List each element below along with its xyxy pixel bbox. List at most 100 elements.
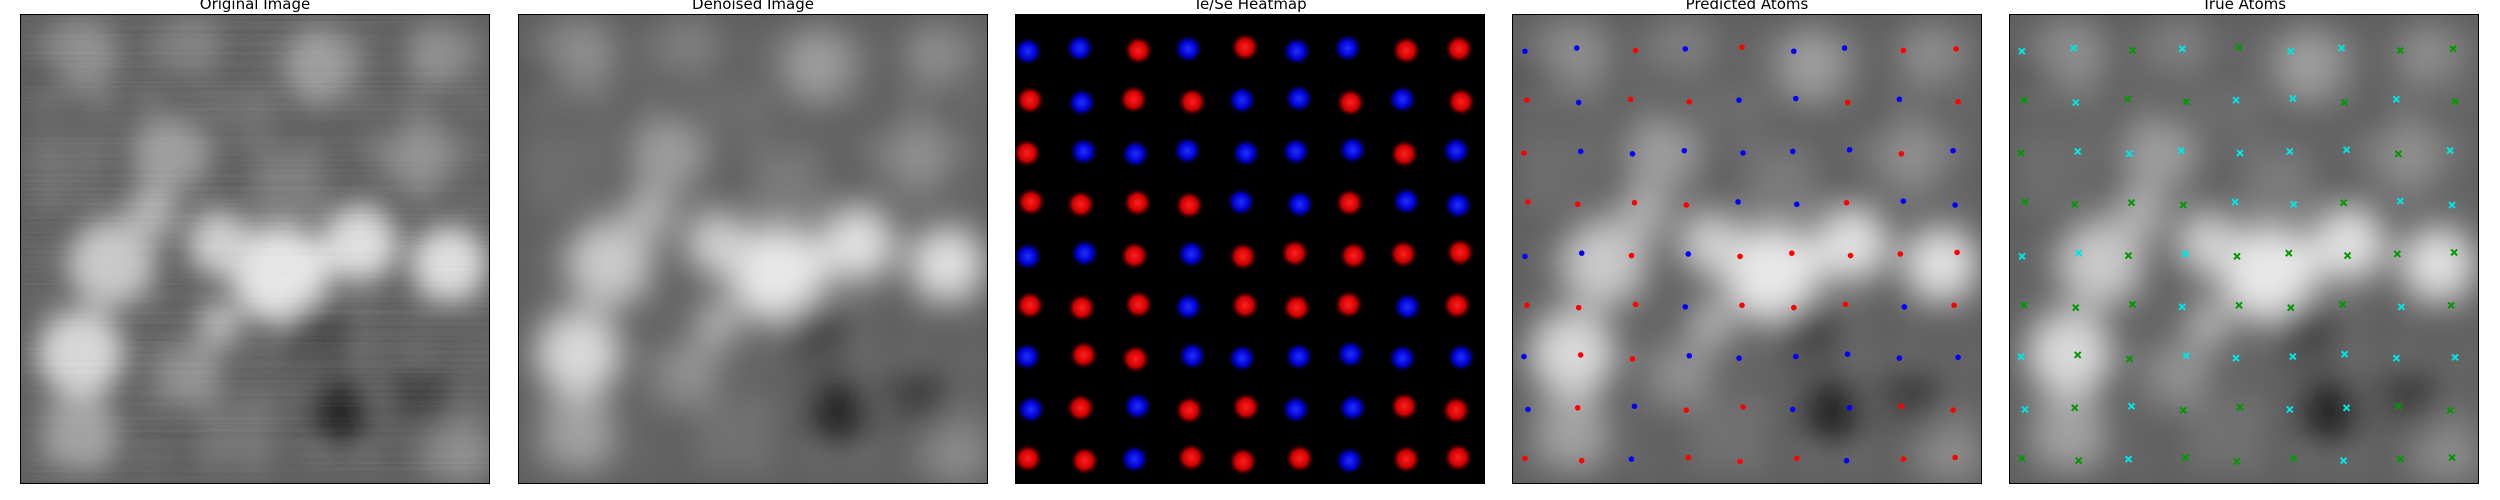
true-cyan-atom	[2017, 352, 2025, 361]
predicted-te-atom	[1843, 199, 1850, 206]
atom-column-blob	[693, 87, 722, 116]
predicted-se-atom	[1896, 355, 1903, 361]
true-green-atom	[2339, 199, 2348, 207]
true-green-atom	[2125, 355, 2134, 363]
se-heat-spot	[1227, 343, 1257, 374]
atom-column-blob	[1575, 393, 1604, 422]
true-cyan-atom	[2290, 200, 2298, 208]
atom-column-blob	[2396, 392, 2425, 421]
atom-column-blob	[797, 37, 826, 66]
atom-column-blob	[1632, 188, 1661, 217]
atom-column-blob	[743, 86, 771, 115]
intensity-blob	[1558, 220, 1647, 308]
predicted-se-atom	[1900, 198, 1907, 204]
intensity-blob	[1624, 116, 1701, 193]
atom-column-blob	[528, 444, 557, 473]
te-heat-spot	[1281, 292, 1312, 323]
atom-column-blob	[530, 86, 559, 115]
atom-column-blob	[2394, 344, 2423, 373]
atom-column-blob	[636, 139, 665, 168]
atom-column-blob	[2238, 139, 2266, 167]
atom-column-blob	[2179, 136, 2208, 165]
intensity-blob	[630, 116, 707, 193]
se-heat-spot	[1016, 341, 1042, 372]
atom-column-blob	[527, 139, 556, 167]
true-cyan-atom	[2337, 44, 2346, 52]
predicted-te-atom	[1739, 44, 1745, 51]
true-green-atom	[2020, 301, 2028, 309]
te-heat-spot	[1228, 241, 1258, 272]
atom-column-blob	[2073, 293, 2102, 322]
atom-column-blob	[1576, 88, 1605, 117]
true-green-atom	[2075, 457, 2083, 465]
atom-column-blob	[2235, 447, 2263, 476]
atom-column-blob	[2452, 238, 2478, 267]
predicted-te-atom	[1525, 199, 1531, 205]
atom-column-blob	[2234, 86, 2262, 115]
se-heat-spot	[1441, 135, 1472, 166]
predicted-se-atom	[1896, 96, 1903, 103]
atom-column-blob	[1843, 290, 1872, 319]
atom-column-blob	[904, 240, 933, 268]
atom-column-blob	[1847, 135, 1876, 164]
true-cyan-atom	[2072, 98, 2080, 107]
predicted-se-atom	[1681, 147, 1688, 154]
predicted-se-atom	[1631, 403, 1638, 410]
se-heat-spot	[1016, 241, 1043, 272]
predicted-se-atom	[1791, 48, 1797, 55]
se-heat-spot	[1172, 135, 1203, 166]
predicted-te-atom	[1847, 252, 1854, 259]
intensity-blob	[2270, 26, 2348, 104]
true-cyan-atom	[2074, 147, 2082, 156]
predicted-te-atom	[1900, 456, 1907, 462]
true-green-atom	[2394, 402, 2403, 410]
atom-column-blob	[634, 85, 663, 114]
se-heat-spot	[1177, 340, 1208, 371]
atom-column-blob	[1897, 85, 1926, 114]
atom-column-blob	[635, 241, 664, 270]
te-heat-spot	[1016, 290, 1045, 321]
atom-column-blob	[1794, 444, 1823, 473]
true-green-atom	[2449, 45, 2457, 53]
atom-column-blob	[957, 396, 986, 425]
te-heat-spot	[1123, 35, 1154, 66]
atom-column-blob	[851, 88, 880, 117]
true-cyan-atom	[2286, 405, 2294, 414]
predicted-se-atom	[1793, 353, 1799, 360]
predicted-se-atom	[1846, 405, 1853, 411]
true-cyan-atom	[2181, 250, 2189, 258]
atom-column-blob	[960, 34, 987, 63]
se-heat-spot	[1016, 36, 1043, 67]
atom-column-blob	[1575, 190, 1604, 219]
heatmap-frame	[1015, 14, 1485, 484]
atom-column-blob	[797, 293, 826, 322]
atom-column-blob	[1737, 344, 1765, 373]
atom-column-blob	[853, 393, 882, 422]
atom-column-blob	[1525, 187, 1554, 216]
atom-column-blob	[1790, 395, 1819, 424]
atom-column-blob	[1683, 292, 1712, 321]
atom-column-blob	[580, 34, 609, 62]
te-heat-spot	[1069, 445, 1100, 476]
atom-column-blob	[2129, 188, 2158, 217]
atom-column-blob	[1794, 190, 1823, 219]
true-cyan-atom	[2287, 47, 2295, 55]
panel-predicted-atoms: Predicted Atoms	[1512, 0, 1982, 500]
te-heat-spot	[1446, 86, 1477, 117]
true-green-atom	[2123, 95, 2132, 104]
true-cyan-atom	[2396, 197, 2405, 205]
atom-column-blob	[854, 241, 883, 270]
atom-column-blob	[850, 446, 879, 475]
atom-column-blob	[2181, 396, 2210, 425]
intensity-blob	[2295, 380, 2362, 447]
true-cyan-atom	[2232, 96, 2240, 104]
predicted-se-atom	[1575, 99, 1582, 106]
atom-column-blob	[1848, 241, 1877, 270]
atom-column-blob	[2341, 446, 2370, 475]
atom-column-blob	[528, 242, 557, 271]
atom-column-blob	[690, 191, 719, 220]
predicted-te-atom	[1952, 454, 1958, 461]
atom-column-blob	[2340, 290, 2369, 319]
true-cyan-atom	[2286, 147, 2294, 156]
predicted-se-atom	[1955, 354, 1961, 361]
